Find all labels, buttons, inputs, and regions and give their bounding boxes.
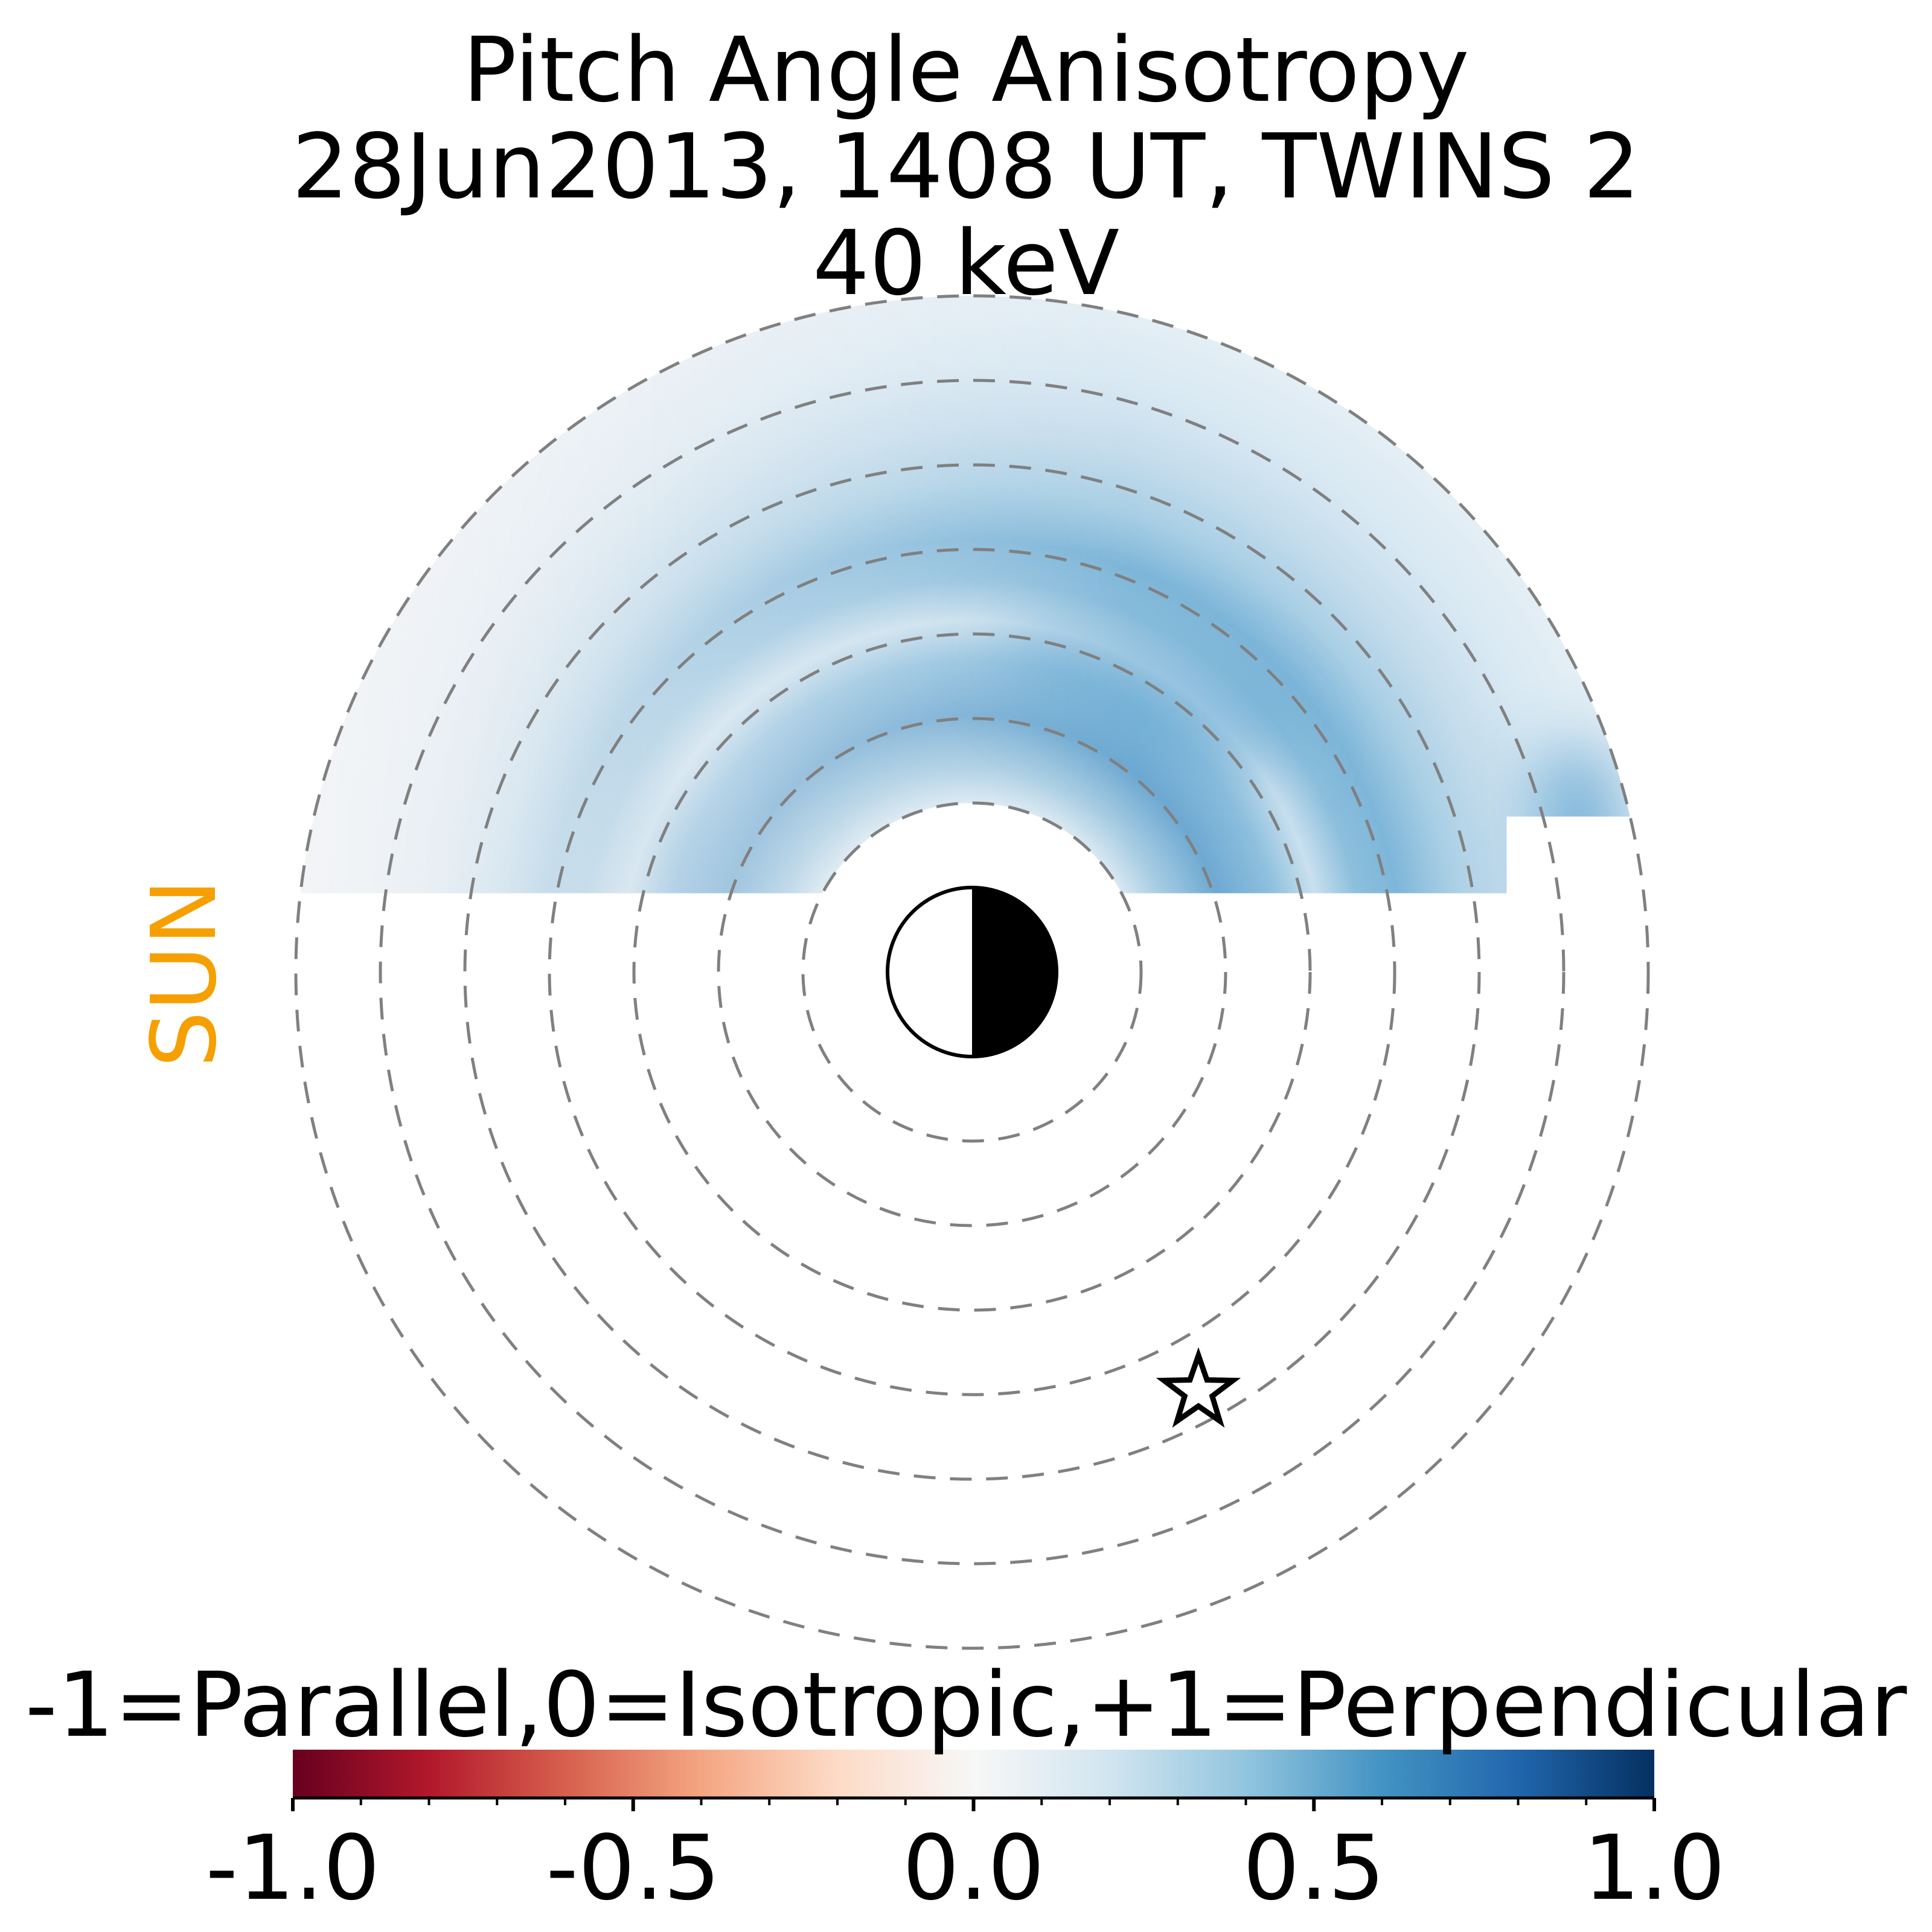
colorbar-tick-label: -1.0 (172, 1823, 414, 1913)
colorbar-tick-label: 1.0 (1534, 1823, 1775, 1913)
colorbar (293, 1750, 1654, 1798)
colorbar-tick-label: 0.5 (1193, 1823, 1435, 1913)
sun-direction-label: SUN (136, 852, 232, 1094)
colorbar-tick-label: 0.0 (853, 1823, 1095, 1913)
colorbar-ticks (293, 1798, 1654, 1811)
colorbar-tick-label: -0.5 (513, 1823, 754, 1913)
earth-icon (888, 888, 1057, 1057)
colorbar-label: -1=Parallel,0=Isotropic,+1=Perpendicular (0, 1660, 1932, 1750)
